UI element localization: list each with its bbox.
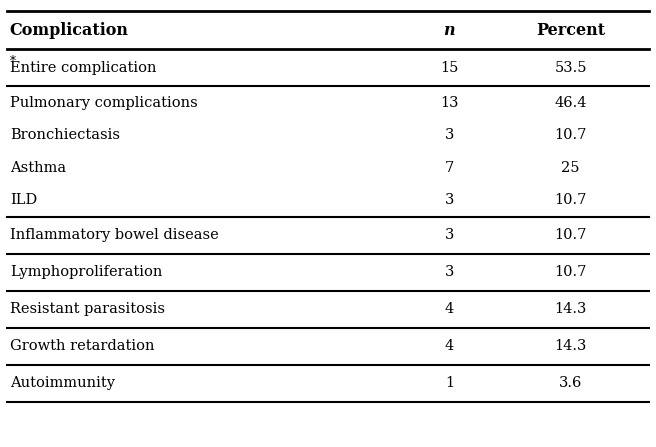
Text: 25: 25 (562, 160, 580, 175)
Text: 4: 4 (445, 302, 454, 316)
Text: Lymphoproliferation: Lymphoproliferation (10, 265, 162, 279)
Text: 10.7: 10.7 (554, 228, 587, 242)
Text: *: * (10, 55, 16, 67)
Text: 10.7: 10.7 (554, 193, 587, 207)
Text: 10.7: 10.7 (554, 128, 587, 142)
Text: 1: 1 (445, 376, 454, 390)
Text: 10.7: 10.7 (554, 265, 587, 279)
Text: 3.6: 3.6 (559, 376, 583, 390)
Text: Growth retardation: Growth retardation (10, 339, 154, 353)
Text: 14.3: 14.3 (554, 339, 587, 353)
Text: 53.5: 53.5 (554, 61, 587, 75)
Text: 3: 3 (445, 228, 454, 242)
Text: Entire complication: Entire complication (10, 61, 156, 75)
Text: Autoimmunity: Autoimmunity (10, 376, 115, 390)
Text: ILD: ILD (10, 193, 37, 207)
Text: 46.4: 46.4 (554, 96, 587, 110)
Text: 4: 4 (445, 339, 454, 353)
Text: Bronchiectasis: Bronchiectasis (10, 128, 120, 142)
Text: 3: 3 (445, 265, 454, 279)
Text: 7: 7 (445, 160, 454, 175)
Text: 14.3: 14.3 (554, 302, 587, 316)
Text: Percent: Percent (536, 21, 605, 39)
Text: Inflammatory bowel disease: Inflammatory bowel disease (10, 228, 218, 242)
Text: Asthma: Asthma (10, 160, 66, 175)
Text: 13: 13 (440, 96, 459, 110)
Text: 15: 15 (440, 61, 459, 75)
Text: 3: 3 (445, 128, 454, 142)
Text: Pulmonary complications: Pulmonary complications (10, 96, 197, 110)
Text: n: n (443, 21, 455, 39)
Text: Resistant parasitosis: Resistant parasitosis (10, 302, 165, 316)
Text: 3: 3 (445, 193, 454, 207)
Text: Complication: Complication (10, 21, 129, 39)
